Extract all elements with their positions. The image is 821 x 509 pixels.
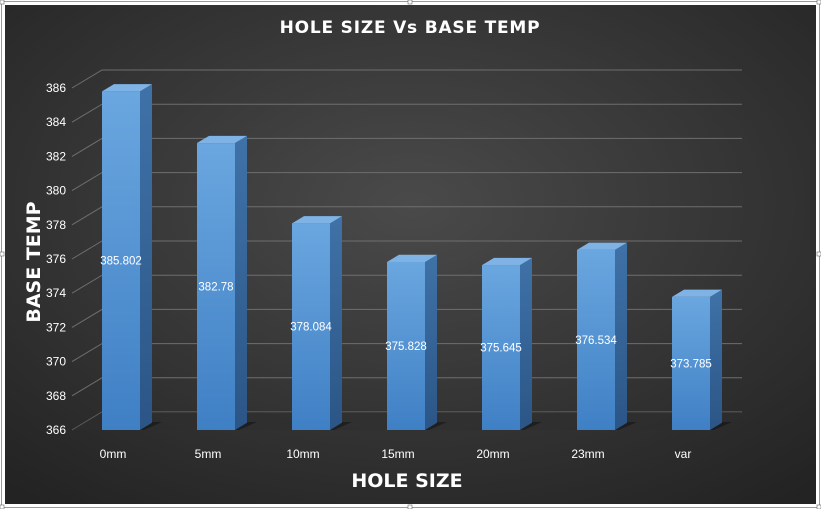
- bar-23mm[interactable]: [577, 242, 637, 430]
- y-tick-label: 386: [46, 81, 66, 95]
- resize-handle-left[interactable]: [0, 251, 5, 257]
- bar-top: [102, 84, 152, 92]
- bar-15mm[interactable]: [387, 254, 447, 430]
- y-tick-labels: 366 368 370 372 374 376 378 380 382 384 386: [46, 81, 66, 437]
- bar-top: [482, 257, 532, 266]
- y-tick-label: 376: [46, 252, 66, 266]
- data-labels: 385.802 382.78 378.084 375.828 375.645 376.53…: [100, 256, 712, 371]
- bar-front: [577, 249, 615, 430]
- y-tick-label: 374: [46, 286, 66, 300]
- data-label: 376.534: [575, 335, 617, 347]
- bar-front: [197, 143, 235, 430]
- y-tick-label: 368: [46, 389, 66, 403]
- y-tick-label: 384: [46, 115, 66, 129]
- bar-top: [577, 242, 627, 250]
- resize-handle-top[interactable]: [407, 0, 413, 5]
- bar-top: [197, 135, 247, 144]
- x-tick-label: 5mm: [195, 447, 222, 461]
- data-label: 385.802: [100, 256, 142, 268]
- data-label: 375.828: [385, 341, 427, 353]
- bar-front: [102, 91, 140, 430]
- bar-side: [235, 135, 247, 430]
- bar-side: [710, 289, 722, 430]
- x-tick-label: var: [675, 447, 692, 461]
- bar-top: [387, 254, 437, 262]
- bars: [102, 84, 732, 431]
- y-tick-label: 366: [46, 423, 66, 437]
- bar-top: [292, 216, 342, 224]
- data-label: 378.084: [290, 322, 332, 334]
- bar-front: [387, 261, 425, 430]
- bar-front: [482, 265, 520, 430]
- bar-20mm[interactable]: [482, 257, 542, 430]
- y-tick-label: 372: [46, 320, 66, 334]
- x-tick-label: 20mm: [476, 447, 509, 461]
- bar-side: [140, 84, 152, 431]
- bar-var[interactable]: [672, 289, 732, 430]
- bar-side: [615, 242, 627, 430]
- x-tick-labels: 0mm 5mm 10mm 15mm 20mm 23mm var: [100, 447, 692, 461]
- bar-side: [425, 254, 437, 430]
- chart-title: HOLE SIZE Vs BASE TEMP: [280, 18, 541, 38]
- bar-5mm[interactable]: [197, 135, 257, 430]
- bar-10mm[interactable]: [292, 216, 352, 430]
- x-axis-title: HOLE SIZE: [351, 470, 462, 492]
- bar-top: [672, 289, 722, 297]
- resize-handle-bottom-right[interactable]: [816, 504, 821, 509]
- bar-front: [292, 223, 330, 430]
- x-tick-label: 15mm: [381, 447, 414, 461]
- y-tick-label: 378: [46, 218, 66, 232]
- data-label: 373.785: [670, 358, 712, 370]
- data-label: 382.78: [198, 282, 233, 294]
- bar-side: [520, 257, 532, 430]
- y-tick-label: 370: [46, 355, 66, 369]
- bar-0mm[interactable]: [102, 84, 162, 431]
- x-tick-label: 23mm: [571, 447, 604, 461]
- x-tick-label: 0mm: [100, 447, 127, 461]
- resize-handle-bottom-left[interactable]: [0, 504, 5, 509]
- x-tick-label: 10mm: [286, 447, 319, 461]
- resize-handle-top-left[interactable]: [0, 0, 5, 5]
- y-tick-label: 380: [46, 184, 66, 198]
- resize-handle-top-right[interactable]: [816, 0, 821, 5]
- resize-handle-bottom[interactable]: [407, 504, 413, 509]
- data-label: 375.645: [480, 343, 522, 355]
- bar-front: [672, 296, 710, 430]
- gridline: [71, 69, 742, 89]
- y-tick-label: 382: [46, 149, 66, 163]
- bar-side: [330, 216, 342, 430]
- resize-handle-right[interactable]: [816, 251, 821, 257]
- y-axis-title: BASE TEMP: [23, 201, 45, 322]
